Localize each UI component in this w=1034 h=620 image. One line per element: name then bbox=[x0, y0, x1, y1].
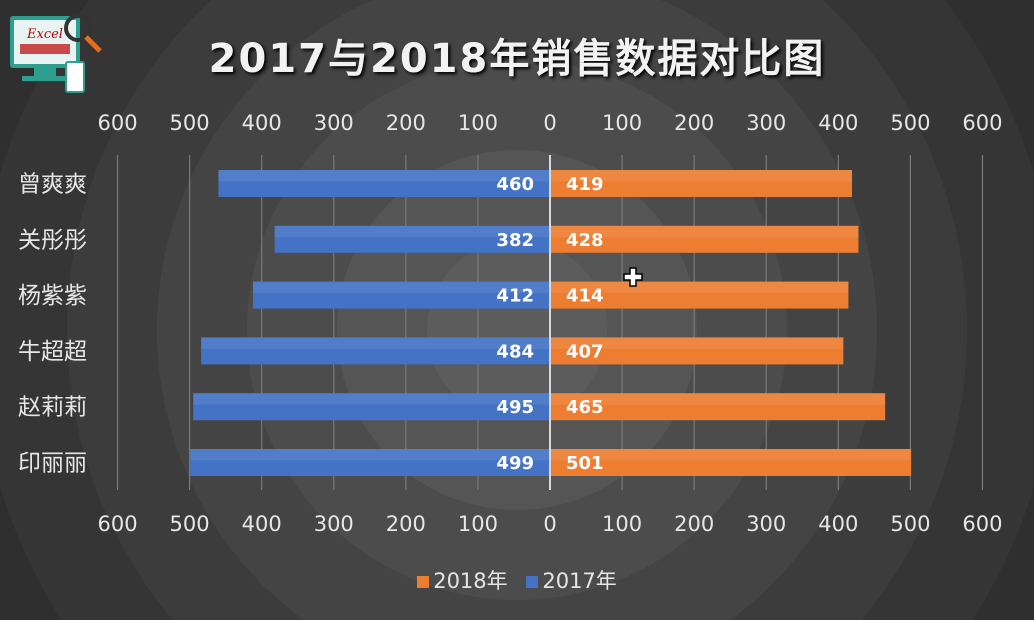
bar-2018 bbox=[550, 449, 912, 476]
bar-2017-highlight bbox=[201, 337, 550, 349]
bar-2018-highlight bbox=[550, 170, 853, 182]
legend-item-2017: 2017年 bbox=[526, 565, 617, 595]
legend-label-2018: 2018年 bbox=[433, 569, 508, 593]
move-cursor-icon bbox=[623, 267, 643, 287]
x-tick-label-top: 300 bbox=[746, 111, 786, 135]
legend-swatch-2017 bbox=[526, 576, 539, 588]
bar-2018-highlight bbox=[550, 449, 912, 461]
x-tick-label-top: 0 bbox=[543, 111, 556, 135]
bar-2018 bbox=[550, 170, 853, 197]
bar-2018 bbox=[550, 337, 844, 365]
bar-2017 bbox=[274, 225, 550, 253]
x-tick-label-bottom: 300 bbox=[314, 512, 354, 536]
x-tick-label-top: 400 bbox=[242, 111, 282, 135]
legend-item-2018: 2018年 bbox=[417, 565, 508, 595]
category-label: 杨紫紫 bbox=[18, 283, 87, 309]
data-label-2017: 412 bbox=[496, 286, 534, 307]
bar-2017 bbox=[190, 449, 550, 476]
x-tick-label-top: 100 bbox=[602, 111, 642, 135]
x-tick-label-bottom: 0 bbox=[543, 512, 556, 536]
legend-swatch-2018 bbox=[417, 576, 430, 588]
data-label-2018: 428 bbox=[566, 230, 604, 251]
logo-text: Excel bbox=[26, 27, 63, 42]
x-tick-label-top: 500 bbox=[170, 111, 210, 135]
x-tick-label-top: 200 bbox=[674, 111, 714, 135]
bar-2018-highlight bbox=[550, 225, 859, 238]
x-tick-label-top: 200 bbox=[386, 111, 426, 135]
category-label: 曾爽爽 bbox=[18, 172, 87, 198]
category-label: 牛超超 bbox=[18, 339, 87, 365]
bar-2018-highlight bbox=[550, 337, 844, 349]
x-tick-label-bottom: 100 bbox=[602, 512, 642, 536]
data-label-2018: 407 bbox=[566, 341, 604, 362]
bar-2017 bbox=[193, 393, 551, 421]
bar-2018 bbox=[550, 225, 859, 253]
x-tick-label-bottom: 100 bbox=[458, 512, 498, 536]
x-tick-label-bottom: 200 bbox=[674, 512, 714, 536]
x-tick-label-top: 400 bbox=[818, 111, 858, 135]
x-tick-label-bottom: 500 bbox=[170, 512, 210, 536]
category-label: 关彤彤 bbox=[18, 227, 87, 253]
data-label-2017: 499 bbox=[496, 453, 534, 474]
data-label-2017: 495 bbox=[496, 397, 534, 418]
x-tick-label-bottom: 400 bbox=[818, 512, 858, 536]
chart-legend: 2018年 2017年 bbox=[0, 565, 1034, 595]
data-label-2018: 414 bbox=[566, 286, 604, 307]
chart-title: 2017与2018年销售数据对比图 bbox=[208, 36, 826, 82]
bar-2017-highlight bbox=[253, 281, 550, 293]
bar-2017-highlight bbox=[193, 393, 551, 405]
bar-2017 bbox=[218, 170, 550, 197]
data-label-2017: 382 bbox=[496, 230, 534, 251]
x-tick-label-top: 600 bbox=[97, 111, 137, 135]
data-label-2017: 484 bbox=[496, 341, 534, 362]
excel-logo-icon: Excel bbox=[10, 14, 102, 93]
x-tick-label-top: 100 bbox=[458, 111, 498, 135]
bar-2017 bbox=[201, 337, 550, 365]
legend-label-2017: 2017年 bbox=[542, 569, 617, 593]
bar-2017-highlight bbox=[190, 449, 550, 461]
bar-2017 bbox=[253, 281, 550, 309]
data-label-2017: 460 bbox=[496, 174, 534, 195]
data-label-2018: 465 bbox=[566, 397, 604, 418]
category-label: 印丽丽 bbox=[18, 451, 87, 477]
x-tick-label-bottom: 200 bbox=[386, 512, 426, 536]
category-label: 赵莉莉 bbox=[18, 395, 87, 421]
x-tick-label-top: 300 bbox=[314, 111, 354, 135]
x-tick-label-bottom: 600 bbox=[962, 512, 1002, 536]
bar-2018-highlight bbox=[550, 281, 849, 293]
x-tick-label-bottom: 500 bbox=[890, 512, 930, 536]
bar-2018 bbox=[550, 281, 849, 309]
x-tick-label-top: 600 bbox=[962, 111, 1002, 135]
bar-2017-highlight bbox=[274, 225, 550, 238]
data-label-2018: 419 bbox=[566, 174, 604, 195]
x-tick-label-bottom: 400 bbox=[242, 512, 282, 536]
bar-2017-highlight bbox=[218, 170, 550, 182]
x-tick-label-bottom: 300 bbox=[746, 512, 786, 536]
x-tick-label-bottom: 600 bbox=[97, 512, 137, 536]
bar-2018-highlight bbox=[550, 393, 886, 405]
bar-2018 bbox=[550, 393, 886, 421]
data-label-2018: 501 bbox=[566, 453, 604, 474]
x-tick-label-top: 500 bbox=[890, 111, 930, 135]
